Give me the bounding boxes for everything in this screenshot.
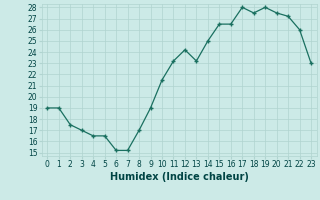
X-axis label: Humidex (Indice chaleur): Humidex (Indice chaleur) [110, 172, 249, 182]
